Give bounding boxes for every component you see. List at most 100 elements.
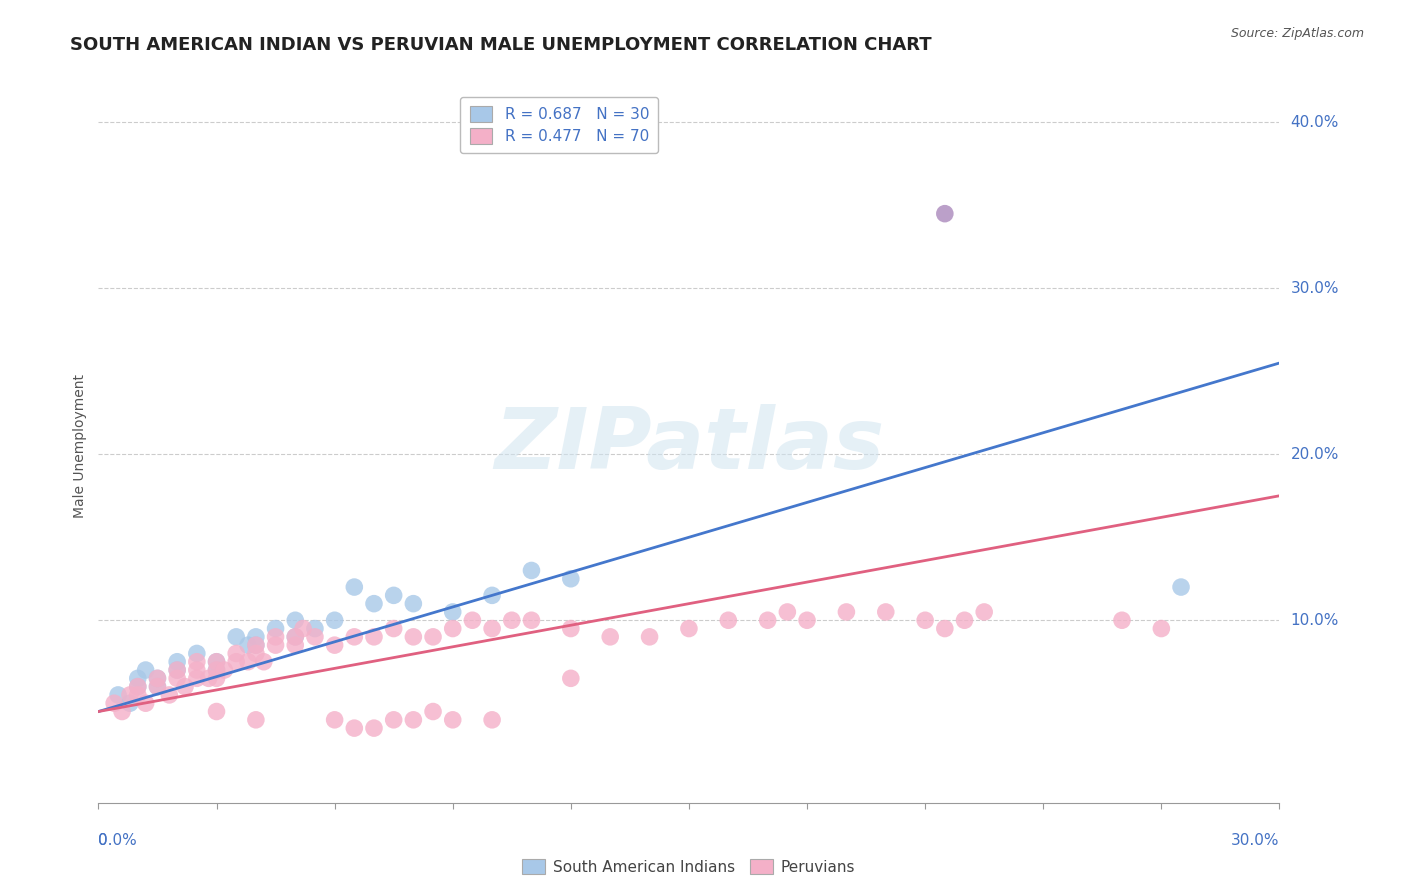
Point <box>157 688 180 702</box>
Point <box>520 564 543 578</box>
Point <box>363 597 385 611</box>
Point <box>481 622 503 636</box>
Point <box>304 630 326 644</box>
Point <box>292 622 315 636</box>
Point <box>284 638 307 652</box>
Point <box>756 613 779 627</box>
Point <box>186 655 208 669</box>
Point <box>118 688 141 702</box>
Text: ZIPatlas: ZIPatlas <box>494 404 884 488</box>
Point <box>118 696 141 710</box>
Point <box>284 630 307 644</box>
Point <box>796 613 818 627</box>
Point <box>560 572 582 586</box>
Point <box>323 638 346 652</box>
Point <box>245 638 267 652</box>
Point <box>245 713 267 727</box>
Point <box>284 630 307 644</box>
Point <box>166 655 188 669</box>
Point <box>264 638 287 652</box>
Point <box>953 613 976 627</box>
Point <box>776 605 799 619</box>
Point <box>343 630 366 644</box>
Point <box>599 630 621 644</box>
Point <box>934 207 956 221</box>
Point <box>166 671 188 685</box>
Point <box>973 605 995 619</box>
Point <box>225 647 247 661</box>
Point <box>402 713 425 727</box>
Point <box>284 613 307 627</box>
Point <box>481 588 503 602</box>
Point <box>174 680 197 694</box>
Point <box>205 663 228 677</box>
Text: 0: 0 <box>98 833 108 848</box>
Text: SOUTH AMERICAN INDIAN VS PERUVIAN MALE UNEMPLOYMENT CORRELATION CHART: SOUTH AMERICAN INDIAN VS PERUVIAN MALE U… <box>70 36 932 54</box>
Point <box>422 705 444 719</box>
Y-axis label: Male Unemployment: Male Unemployment <box>73 374 87 518</box>
Point <box>127 671 149 685</box>
Text: 30.0%: 30.0% <box>1291 281 1339 296</box>
Point <box>422 630 444 644</box>
Point <box>186 671 208 685</box>
Point <box>253 655 276 669</box>
Point <box>481 713 503 727</box>
Text: 30.0%: 30.0% <box>1232 833 1279 848</box>
Text: 40.0%: 40.0% <box>1291 115 1339 130</box>
Point <box>323 613 346 627</box>
Text: 10.0%: 10.0% <box>1291 613 1339 628</box>
Point <box>225 655 247 669</box>
Point <box>135 696 157 710</box>
Point <box>135 663 157 677</box>
Point <box>205 655 228 669</box>
Point <box>638 630 661 644</box>
Point <box>402 630 425 644</box>
Point <box>501 613 523 627</box>
Text: Source: ZipAtlas.com: Source: ZipAtlas.com <box>1230 27 1364 40</box>
Point <box>197 671 219 685</box>
Point <box>1170 580 1192 594</box>
Point <box>560 622 582 636</box>
Point <box>225 630 247 644</box>
Point <box>205 663 228 677</box>
Point <box>236 655 259 669</box>
Point <box>166 663 188 677</box>
Point <box>205 655 228 669</box>
Point <box>441 713 464 727</box>
Point <box>835 605 858 619</box>
Point <box>146 680 169 694</box>
Point <box>107 688 129 702</box>
Point <box>382 622 405 636</box>
Point <box>1150 622 1173 636</box>
Text: 20.0%: 20.0% <box>1291 447 1339 462</box>
Point <box>245 638 267 652</box>
Point <box>146 671 169 685</box>
Point <box>264 622 287 636</box>
Point <box>236 638 259 652</box>
Point <box>146 680 169 694</box>
Point <box>934 622 956 636</box>
Point <box>875 605 897 619</box>
Point <box>717 613 740 627</box>
Point <box>441 622 464 636</box>
Point <box>264 630 287 644</box>
Point <box>914 613 936 627</box>
Point <box>1111 613 1133 627</box>
Point <box>343 580 366 594</box>
Point <box>146 671 169 685</box>
Point <box>166 663 188 677</box>
Point <box>205 671 228 685</box>
Point <box>678 622 700 636</box>
Point <box>245 647 267 661</box>
Point <box>304 622 326 636</box>
Point <box>127 680 149 694</box>
Point <box>127 688 149 702</box>
Point <box>186 663 208 677</box>
Point <box>382 713 405 727</box>
Point <box>186 647 208 661</box>
Point <box>560 671 582 685</box>
Point <box>111 705 134 719</box>
Point <box>323 713 346 727</box>
Legend: South American Indians, Peruvians: South American Indians, Peruvians <box>516 853 862 880</box>
Point <box>127 680 149 694</box>
